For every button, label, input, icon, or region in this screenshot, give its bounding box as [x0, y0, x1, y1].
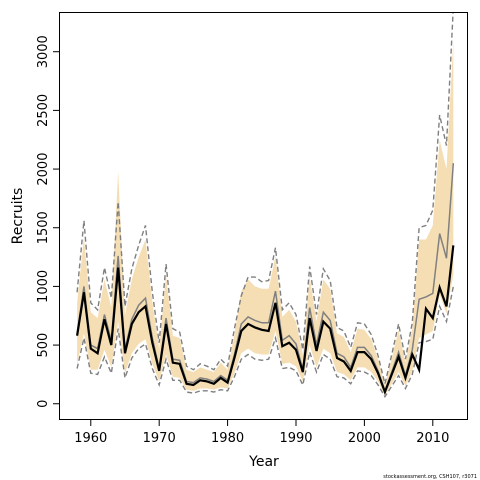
x-axis-label: Year — [248, 454, 279, 470]
x-tick-label: 2010 — [416, 431, 449, 446]
x-tick-label: 1980 — [211, 431, 244, 446]
x-axis: 1960 1970 1980 1990 2000 2010 — [74, 419, 449, 446]
estimate-line — [76, 245, 455, 396]
footnote: stockassessment.org, CSH107, r3071 — [383, 474, 477, 480]
lower-bound-line — [76, 286, 455, 399]
x-tick-label: 1960 — [74, 431, 107, 446]
x-tick-label: 1970 — [143, 431, 176, 446]
y-tick-label: 1500 — [36, 211, 51, 244]
y-tick-label: 2000 — [36, 153, 51, 186]
y-axis-label: Recruits — [10, 188, 26, 245]
x-tick-label: 2000 — [348, 431, 381, 446]
y-tick-label: 3000 — [36, 35, 51, 68]
confidence-band — [77, 39, 454, 396]
plot-content — [76, 13, 455, 399]
x-tick-label: 1990 — [279, 431, 312, 446]
y-tick-label: 500 — [36, 333, 51, 358]
y-tick-label: 2500 — [36, 94, 51, 127]
upper-bound-line — [76, 13, 454, 384]
y-tick-label: 1000 — [36, 270, 51, 303]
y-tick-label: 0 — [36, 400, 51, 408]
y-axis: 0 500 1000 1500 2000 2500 3000 — [36, 35, 60, 408]
